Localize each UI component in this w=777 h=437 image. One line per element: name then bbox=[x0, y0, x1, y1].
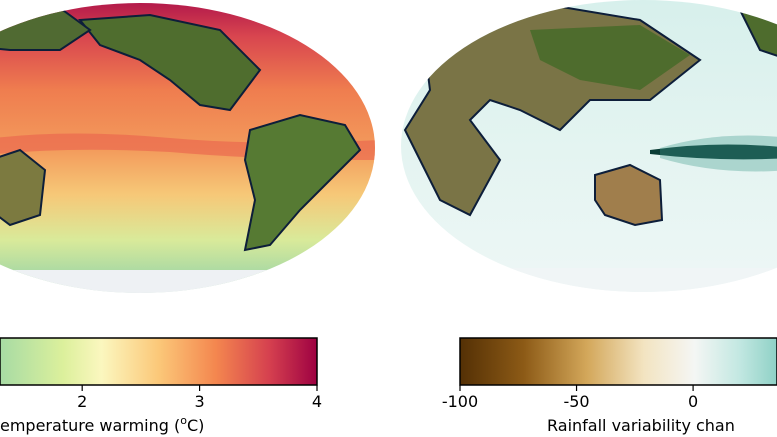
tick-label: 0 bbox=[688, 392, 698, 411]
axis-label-text: Rainfall variability chan bbox=[547, 416, 735, 435]
warming-map bbox=[0, 3, 375, 293]
tick-label: -100 bbox=[442, 392, 478, 411]
colorbar bbox=[459, 337, 777, 386]
tick-label: 3 bbox=[194, 392, 204, 411]
axis-label: emperature warming (oC) bbox=[0, 414, 204, 435]
axis-label-tail: C) bbox=[187, 416, 204, 435]
tick-label: 4 bbox=[312, 392, 322, 411]
colorbar bbox=[0, 337, 318, 386]
colorbars: 2 3 4 emperature warming (oC) -100 -50 0 Rainfa… bbox=[0, 337, 777, 435]
tick-label: -50 bbox=[563, 392, 589, 411]
axis-label-text: emperature warming ( bbox=[0, 416, 180, 435]
axis-label: Rainfall variability chan bbox=[547, 416, 735, 435]
axis-label-sup: o bbox=[180, 414, 187, 427]
rainfall-map bbox=[401, 0, 777, 292]
tick-label: 2 bbox=[77, 392, 87, 411]
